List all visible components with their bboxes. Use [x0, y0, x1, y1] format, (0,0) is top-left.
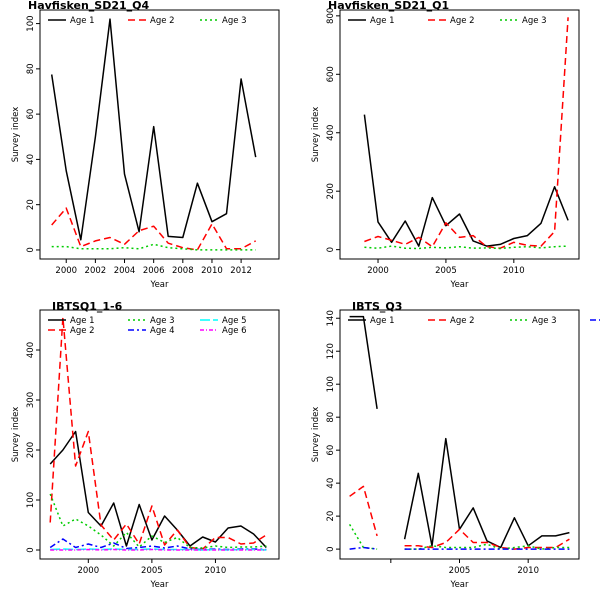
series-line-age-3 — [51, 243, 256, 251]
x-tick-label: 2012 — [230, 266, 252, 276]
y-axis-label: Survey index — [311, 107, 321, 163]
legend-label-age-3: Age 3 — [150, 316, 175, 326]
y-tick-label: 300 — [26, 392, 36, 408]
x-axis-label: Year — [450, 280, 470, 290]
x-tick-label: 2005 — [449, 566, 471, 576]
x-tick-label: 2010 — [517, 566, 539, 576]
y-tick-label: 0 — [26, 547, 36, 552]
chart-title: Havfisken_SD21_Q4 — [28, 0, 150, 12]
y-tick-label: 120 — [326, 343, 336, 359]
legend-label-age-2: Age 2 — [450, 16, 475, 26]
y-tick-label: 140 — [326, 310, 336, 326]
series-line-age-2 — [51, 207, 257, 251]
y-tick-label: 60 — [326, 445, 336, 456]
series-line-age-4 — [49, 538, 267, 551]
x-tick-label: 2010 — [503, 266, 525, 276]
x-axis-label: Year — [150, 280, 170, 290]
legend-label-age-2: Age 2 — [150, 16, 175, 26]
legend-label-age-2: Age 2 — [70, 326, 95, 336]
chart-title: IBTSQ1_1-6 — [52, 300, 123, 313]
series-line-age-2 — [364, 17, 569, 249]
legend-label-age-3: Age 3 — [532, 316, 557, 326]
x-tick-label: 2008 — [172, 266, 194, 276]
y-tick-label: 80 — [26, 63, 36, 74]
y-tick-label: 0 — [326, 247, 336, 252]
series-line-age-1 — [349, 315, 378, 410]
plot-frame — [39, 309, 280, 560]
x-tick-label: 2002 — [85, 266, 107, 276]
chart-title: Havfisken_SD21_Q1 — [328, 0, 449, 12]
x-tick-label: 2000 — [55, 266, 77, 276]
series-line-age-2 — [49, 316, 267, 550]
series-line-age-3 — [49, 493, 267, 549]
y-axis-label: Survey index — [11, 407, 21, 463]
series-line-age-4 — [349, 546, 378, 550]
y-tick-label: 60 — [26, 109, 36, 120]
chart-panel-4: IBTS_Q3 2005 2010 0 20 40 60 80 100 120 140 Year Sur… — [311, 300, 600, 590]
y-tick-label: 200 — [326, 183, 336, 199]
y-tick-label: 80 — [326, 412, 336, 423]
y-axis-label: Survey index — [11, 107, 21, 163]
legend-label-age-5: Age 5 — [222, 316, 247, 326]
series-line-age-1 — [50, 18, 257, 241]
y-tick-label: 20 — [326, 511, 336, 522]
y-tick-label: 100 — [26, 15, 36, 31]
legend-label-age-1: Age 1 — [370, 16, 395, 26]
legend-label-age-4: Age 4 — [150, 326, 175, 336]
series-line-age-6 — [50, 548, 267, 551]
series-line-age-1 — [49, 430, 267, 549]
y-axis-label: Survey index — [311, 407, 321, 463]
y-tick-label: 400 — [26, 342, 36, 358]
x-tick-label: 2005 — [435, 266, 457, 276]
series-line-age-2 — [404, 528, 570, 550]
x-tick-label: 2010 — [201, 266, 223, 276]
series-line-age-1 — [363, 114, 569, 247]
legend-label-age-1: Age 1 — [70, 16, 95, 26]
legend-label-age-3: Age 3 — [522, 16, 547, 26]
y-tick-label: 100 — [26, 492, 36, 508]
x-axis-label: Year — [450, 580, 470, 590]
series-line-age-3 — [364, 245, 569, 250]
x-tick-label: 2004 — [114, 266, 136, 276]
y-tick-label: 40 — [326, 478, 336, 489]
x-tick-label: 2006 — [143, 266, 165, 276]
y-tick-label: 100 — [326, 376, 336, 392]
legend-label-age-6: Age 6 — [222, 326, 247, 336]
chart-title: IBTS_Q3 — [352, 300, 402, 313]
y-tick-label: 40 — [26, 154, 36, 165]
legend-label-age-1: Age 1 — [70, 316, 95, 326]
series-line-age-1 — [403, 437, 570, 549]
x-tick-label: 2000 — [77, 566, 99, 576]
y-tick-label: 800 — [326, 8, 336, 24]
y-tick-label: 0 — [326, 546, 336, 551]
x-tick-label: 2000 — [367, 266, 389, 276]
legend-label-age-2: Age 2 — [450, 316, 475, 326]
series-line-age-2 — [349, 485, 378, 537]
plot-frame — [339, 9, 580, 260]
y-tick-label: 0 — [26, 247, 36, 252]
y-tick-label: 600 — [326, 66, 336, 82]
x-tick-label: 2005 — [141, 566, 163, 576]
series-line-age-3 — [348, 524, 378, 550]
y-tick-label: 200 — [26, 442, 36, 458]
legend-label-age-1: Age 1 — [370, 316, 395, 326]
legend-label-age-3: Age 3 — [222, 16, 247, 26]
chart-panel-3: IBTSQ1_1-6 2000 2005 2010 0 100 200 300 400 Year S… — [11, 300, 280, 590]
x-tick-label: 2010 — [205, 566, 227, 576]
plot-frame — [339, 309, 580, 560]
y-tick-label: 400 — [326, 125, 336, 141]
chart-panel-2: Havfisken_SD21_Q1 2000 2005 2010 0 200 400 600 8… — [311, 0, 580, 290]
plot-frame — [39, 9, 280, 260]
y-tick-label: 20 — [26, 199, 36, 210]
x-axis-label: Year — [150, 580, 170, 590]
